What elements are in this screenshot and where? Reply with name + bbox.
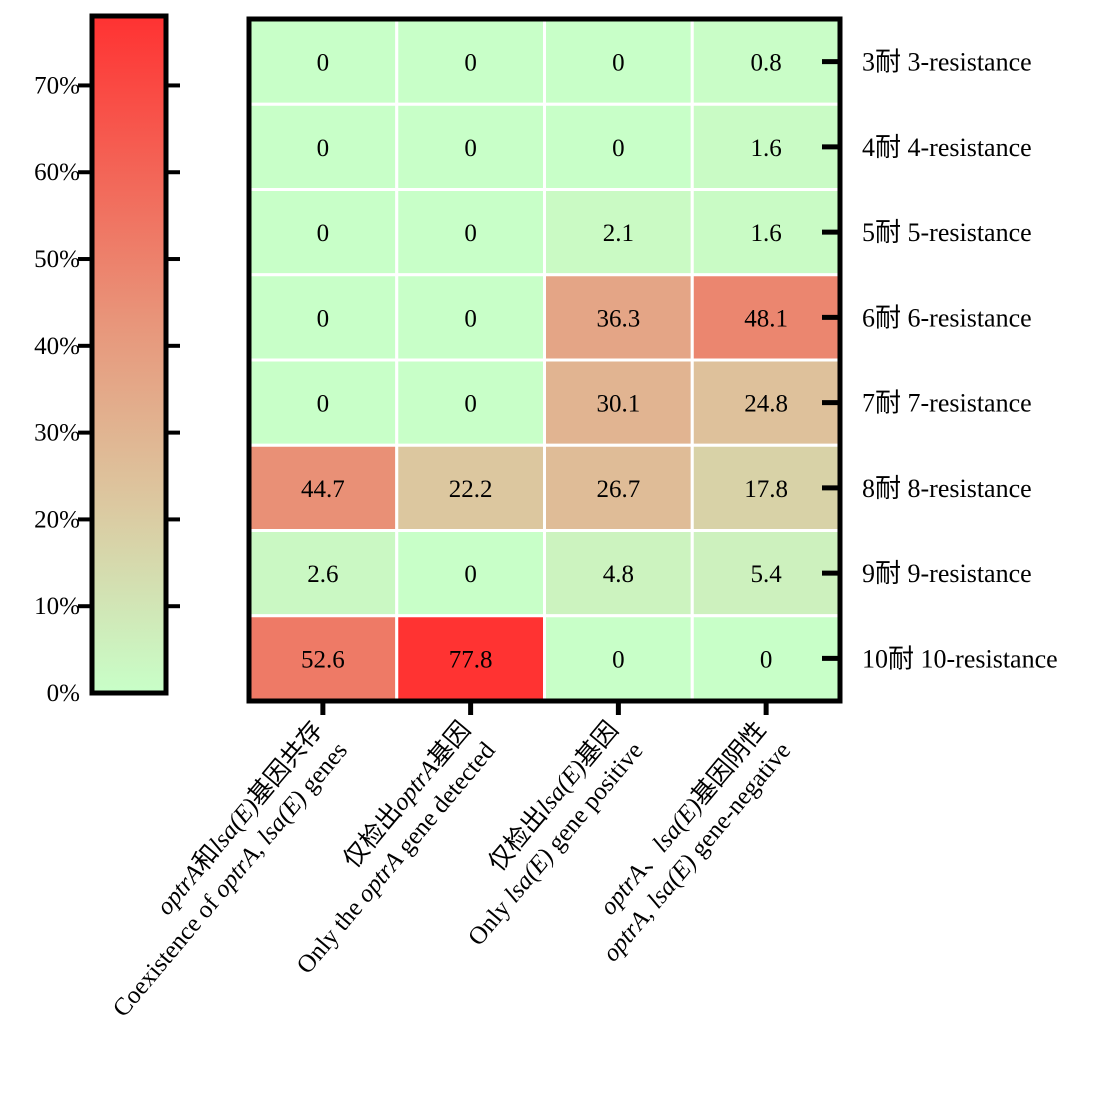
heatmap-cell	[395, 614, 546, 703]
cell-value-label: 26.7	[597, 476, 641, 503]
cell-value-label: 0	[317, 220, 330, 247]
cell-value-label: 1.6	[751, 220, 782, 247]
column-label-line: Only lsa(E) gene positive	[463, 737, 648, 951]
cell-value-label: 2.6	[307, 561, 338, 588]
cell-value-label: 0	[612, 135, 625, 162]
heatmap-cell	[690, 102, 842, 191]
heatmap-cell	[543, 614, 694, 703]
cell-value-label: 5.4	[751, 561, 783, 588]
cell-value-label: 4.8	[603, 561, 634, 588]
cell-value-label: 22.2	[449, 476, 493, 503]
colorbar-tick-label: 0%	[47, 680, 80, 707]
cell-value-label: 0	[760, 646, 773, 673]
heatmap-cell	[543, 188, 694, 277]
cell-value-label: 52.6	[301, 646, 345, 673]
heatmap-cell	[543, 273, 694, 362]
cell-value-label: 0	[612, 50, 625, 77]
heatmap-frame	[246, 16, 843, 704]
cell-value-label: 1.6	[751, 135, 782, 162]
cell-value-label: 36.3	[597, 305, 641, 332]
heatmap-cell	[247, 529, 399, 618]
row-label: 6耐 6-resistance	[862, 303, 1032, 332]
colorbar-tick-label: 70%	[34, 72, 80, 99]
cell-value-label: 0	[464, 561, 477, 588]
heatmap-cell	[395, 102, 546, 191]
cell-value-label: 0	[317, 391, 330, 418]
cell-value-label: 0	[464, 50, 477, 77]
colorbar-tick-label: 30%	[34, 420, 80, 447]
cell-value-label: 0	[317, 305, 330, 332]
heatmap-cell	[543, 529, 694, 618]
heatmap-cell	[690, 273, 842, 362]
heatmap-cells: 0 0 0 0.8 0 0 0 1.6 0 0 2.1 1.6 0 0 36.3 48.1 0 0 30.1 24.8…	[246, 16, 843, 704]
colorbar: 0% 10% 20% 30% 40% 50% 60% 70%	[34, 13, 180, 707]
row-label: 4耐 4-resistance	[862, 133, 1032, 162]
colorbar-tick-label: 40%	[34, 333, 80, 360]
cell-value-label: 30.1	[597, 391, 641, 418]
cell-value-label: 2.1	[603, 220, 634, 247]
cell-value-label: 0	[317, 50, 330, 77]
cell-value-label: 0.8	[751, 50, 782, 77]
heatmap-cell	[690, 443, 842, 532]
row-label: 10耐 10-resistance	[862, 644, 1058, 673]
heatmap-cell	[395, 529, 546, 618]
cell-value-label: 0	[464, 305, 477, 332]
row-label: 5耐 5-resistance	[862, 218, 1032, 247]
cell-value-label: 0	[464, 135, 477, 162]
colorbar-tick-label: 60%	[34, 159, 80, 186]
cell-value-label: 0	[464, 220, 477, 247]
cell-value-label: 48.1	[744, 305, 788, 332]
heatmap-cell	[543, 443, 694, 532]
heatmap-cell	[690, 188, 842, 277]
row-label: 3耐 3-resistance	[862, 48, 1032, 77]
cell-value-label: 77.8	[449, 646, 493, 673]
row-label: 8耐 8-resistance	[862, 474, 1032, 503]
colorbar-tick-label: 50%	[34, 246, 80, 273]
colorbar-gradient	[89, 13, 169, 696]
cell-value-label: 0	[612, 646, 625, 673]
cell-value-label: 0	[317, 135, 330, 162]
colorbar-tick-label: 10%	[34, 593, 80, 620]
cell-value-label: 44.7	[301, 476, 345, 503]
heatmap-cell	[543, 102, 694, 191]
cell-value-label: 24.8	[744, 391, 788, 418]
row-label: 9耐 9-resistance	[862, 559, 1032, 588]
colorbar-tick-label: 20%	[34, 506, 80, 533]
row-labels: 3耐 3-resistance 4耐 4-resistance 5耐 5-resis…	[822, 48, 1058, 673]
column-label-line: Coexistence of optrA, lsa(E) genes	[108, 737, 353, 1022]
heatmap-cell	[247, 443, 399, 532]
heatmap-cell	[395, 188, 546, 277]
cell-value-label: 0	[464, 391, 477, 418]
cell-value-label: 17.8	[744, 476, 788, 503]
row-label: 7耐 7-resistance	[862, 389, 1032, 418]
